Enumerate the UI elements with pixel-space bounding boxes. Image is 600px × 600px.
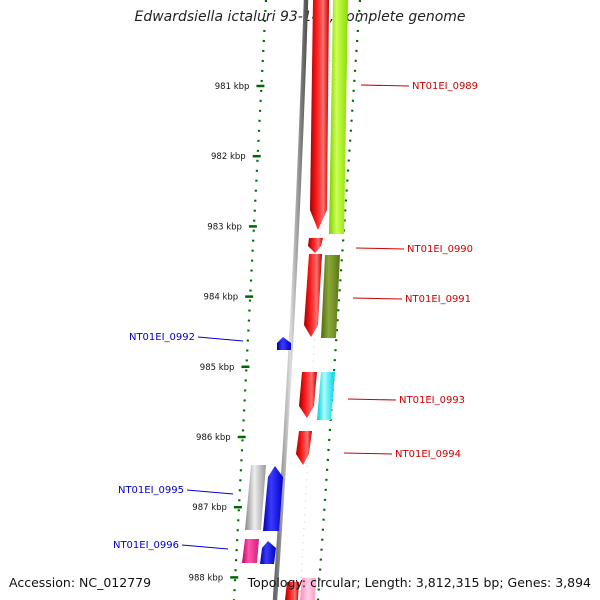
outer-ring [316, 0, 362, 600]
gene-feature-red-5 [296, 431, 312, 465]
tick-label: 982 kbp [211, 152, 246, 162]
gene-label: NT01EI_0996 [113, 540, 179, 551]
gene-leader-line [197, 336, 244, 342]
gene-feature-red-1 [310, 0, 329, 230]
gene-label: NT01EI_0990 [407, 244, 473, 255]
genome-summary: Topology: circular; Length: 3,812,315 bp… [247, 575, 591, 590]
gene-feature-gray [245, 465, 266, 530]
gene-feature-blue-bottom [260, 541, 276, 564]
gene-feature-blue-large [263, 466, 283, 531]
gene-label: NT01EI_0994 [395, 449, 461, 460]
gene-leader-line [181, 544, 229, 550]
gene-label: NT01EI_0989 [412, 81, 478, 92]
gene-leader-line [186, 489, 234, 495]
gene-leader-line [355, 247, 405, 250]
gene-label: NT01EI_0995 [118, 485, 184, 496]
tick-label: 984 kbp [204, 293, 239, 303]
tick-label: 988 kbp [189, 573, 224, 583]
tick-label: 981 kbp [215, 82, 250, 92]
gene-feature-magenta [242, 539, 259, 563]
gene-leader-line [352, 297, 403, 300]
gene-feature-red-3 [304, 254, 322, 337]
genome-backbone [272, 0, 309, 600]
gene-feature-olive [321, 255, 340, 338]
gene-feature-pink-bottom [300, 578, 316, 600]
tick-label: 985 kbp [200, 363, 235, 373]
map-title: Edwardsiella ictaluri 93-146, complete g… [134, 9, 466, 25]
tick-label: 987 kbp [192, 503, 227, 513]
accession-text: Accession: NC_012779 [9, 575, 152, 590]
tick-label: 986 kbp [196, 433, 231, 443]
gene-leader-line [343, 452, 393, 455]
gene-leader-line [347, 398, 397, 401]
gene-label: NT01EI_0992 [129, 332, 195, 343]
gene-label: NT01EI_0993 [399, 395, 465, 406]
gene-leader-line [360, 84, 410, 87]
gene-feature-lime [329, 0, 348, 234]
tick-ring [232, 0, 268, 600]
gene-feature-cyan [317, 372, 335, 420]
tick-label: 983 kbp [207, 222, 242, 232]
gene-label: NT01EI_0991 [405, 294, 471, 305]
gene-feature-red-bottom [285, 582, 299, 600]
gene-feature-red-2 [308, 238, 323, 253]
gene-feature-blue-small [277, 337, 291, 350]
gene-feature-red-4 [299, 372, 317, 418]
